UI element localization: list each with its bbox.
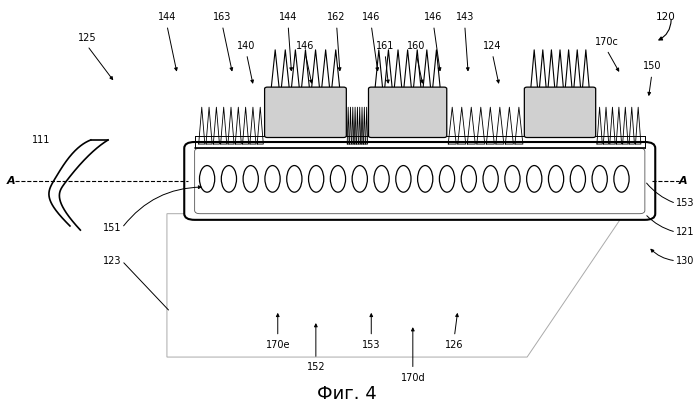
Ellipse shape	[461, 166, 477, 192]
Text: 146: 146	[296, 41, 315, 51]
Text: 146: 146	[362, 12, 380, 22]
FancyBboxPatch shape	[524, 87, 596, 138]
Ellipse shape	[592, 166, 607, 192]
Text: A: A	[7, 176, 15, 186]
Text: 121: 121	[676, 227, 695, 237]
FancyBboxPatch shape	[265, 87, 346, 138]
Ellipse shape	[352, 166, 368, 192]
Text: 151: 151	[103, 223, 122, 233]
Ellipse shape	[396, 166, 411, 192]
Text: 144: 144	[158, 12, 176, 22]
Text: A: A	[679, 176, 687, 186]
Text: 160: 160	[407, 41, 426, 51]
Text: 120: 120	[656, 12, 676, 22]
FancyBboxPatch shape	[185, 142, 655, 220]
Text: 153: 153	[362, 340, 380, 350]
Ellipse shape	[614, 166, 629, 192]
Ellipse shape	[374, 166, 389, 192]
Text: 152: 152	[307, 362, 325, 372]
Text: 124: 124	[483, 41, 502, 51]
Ellipse shape	[549, 166, 563, 192]
Text: 146: 146	[424, 12, 442, 22]
Text: 130: 130	[676, 256, 694, 266]
Text: 123: 123	[103, 256, 122, 266]
Ellipse shape	[308, 166, 324, 192]
Ellipse shape	[287, 166, 302, 192]
Ellipse shape	[199, 166, 215, 192]
Text: 144: 144	[279, 12, 297, 22]
Text: Фиг. 4: Фиг. 4	[317, 385, 377, 403]
Text: 125: 125	[78, 32, 96, 43]
Ellipse shape	[331, 166, 345, 192]
Text: 163: 163	[213, 12, 231, 22]
Text: 170e: 170e	[266, 340, 290, 350]
Ellipse shape	[505, 166, 520, 192]
Ellipse shape	[265, 166, 280, 192]
Text: 140: 140	[238, 41, 256, 51]
Ellipse shape	[243, 166, 259, 192]
Text: 111: 111	[32, 135, 50, 145]
Ellipse shape	[222, 166, 236, 192]
Text: 170c: 170c	[595, 37, 619, 47]
Ellipse shape	[483, 166, 498, 192]
Ellipse shape	[526, 166, 542, 192]
Ellipse shape	[417, 166, 433, 192]
Ellipse shape	[440, 166, 454, 192]
Text: 153: 153	[676, 199, 695, 208]
FancyBboxPatch shape	[368, 87, 447, 138]
Text: 162: 162	[327, 12, 346, 22]
Text: 143: 143	[456, 12, 474, 22]
Text: 126: 126	[445, 340, 463, 350]
Text: 161: 161	[376, 41, 394, 51]
Text: 150: 150	[642, 61, 661, 71]
Text: 170d: 170d	[401, 372, 425, 383]
Ellipse shape	[570, 166, 586, 192]
